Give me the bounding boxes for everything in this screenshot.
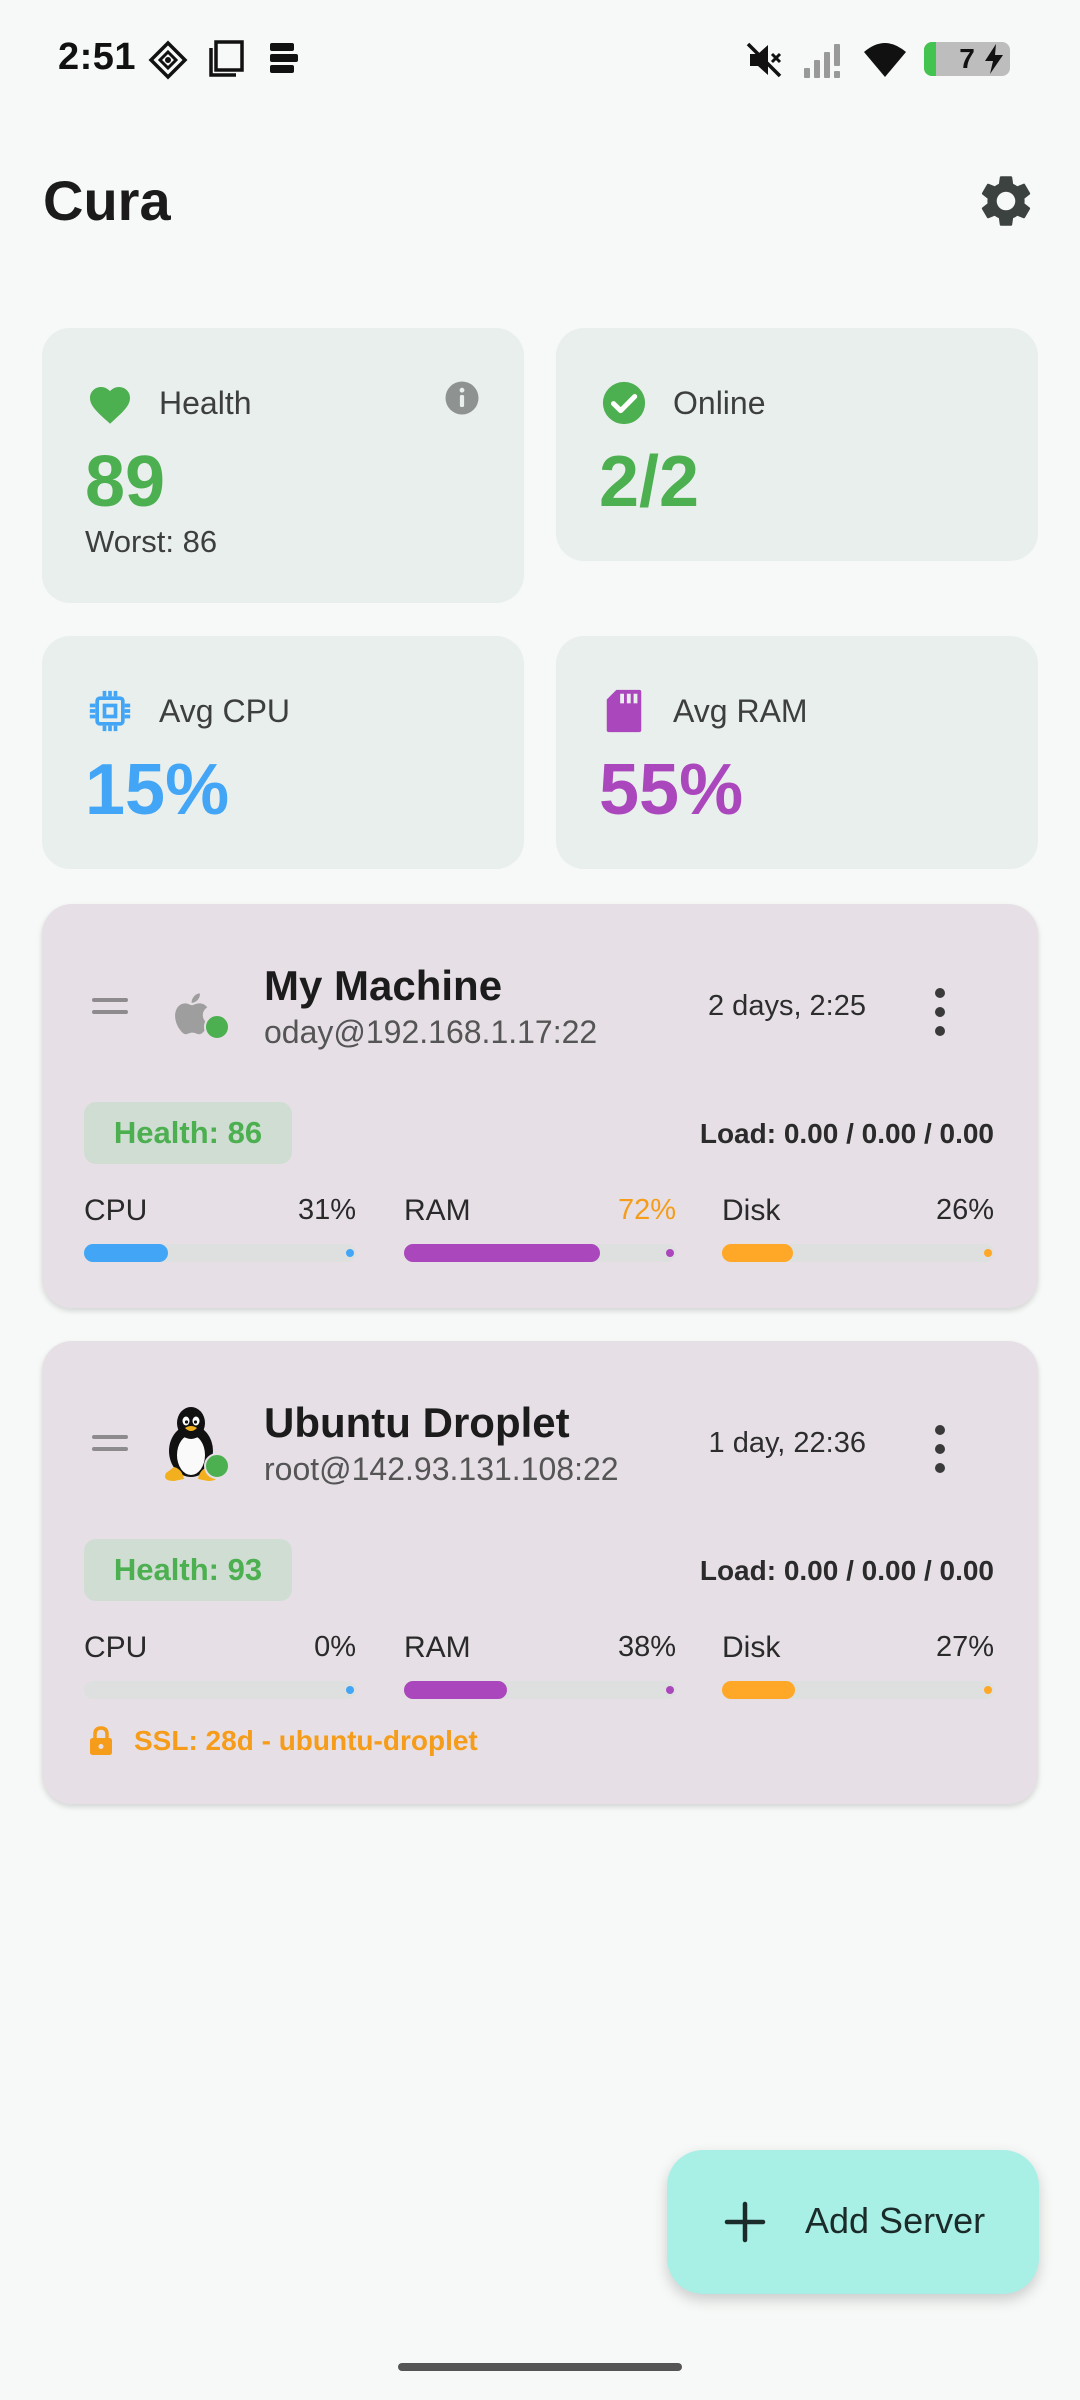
lock-icon [90,1726,112,1755]
ssl-expiry-text: SSL: 28d - ubuntu-droplet [134,1725,478,1756]
progress-fill [722,1244,793,1262]
server-name: Ubuntu Droplet [264,1399,570,1446]
server-uptime: 1 day, 22:36 [708,1427,866,1459]
online-summary-card: Online 2/2 [556,328,1038,561]
status-time: 2:51 [58,36,137,78]
avg-ram-label: Avg RAM [673,692,808,729]
avg-cpu-label: Avg CPU [159,692,291,729]
progress-end-dot [666,1686,674,1694]
apple-icon [160,980,232,1052]
info-icon[interactable] [444,380,480,416]
status-bar: 2:51 7 [0,0,1080,120]
progress-end-dot [984,1249,992,1257]
charging-icon [985,44,1003,74]
avg-ram-value: 55% [599,750,744,830]
add-server-label: Add Server [805,2200,986,2241]
disk-progress-bar [722,1244,994,1262]
server-card-my-machine[interactable]: My Machine oday@192.168.1.17:22 2 days, … [42,904,1038,1308]
server-uptime: 2 days, 2:25 [708,990,866,1022]
battery-level: 7 [959,43,975,74]
metric-value: 72% [617,1194,676,1226]
ssl-status-row: SSL: 28d - ubuntu-droplet [88,1725,478,1757]
server-card-ubuntu-droplet[interactable]: Ubuntu Droplet root@142.93.131.108:22 1 … [42,1341,1038,1804]
memory-card-icon [599,686,649,736]
progress-fill [722,1681,795,1699]
mute-icon [746,42,782,78]
progress-end-dot [984,1686,992,1694]
metric-label: CPU [84,1631,148,1664]
progress-fill [404,1681,507,1699]
square-icon [209,40,244,77]
metric-value: 27% [935,1631,994,1663]
metric-label: Disk [722,1194,781,1227]
metric-label: Disk [722,1631,781,1664]
progress-end-dot [666,1249,674,1257]
wifi-icon [864,43,906,77]
online-summary-header: Online [599,378,766,428]
avg-ram-card: Avg RAM 55% [556,636,1038,869]
drag-handle-icon[interactable] [92,1435,128,1455]
metric-label: CPU [84,1194,148,1227]
progress-fill [84,1244,168,1262]
cpu-progress-bar [84,1681,356,1699]
online-summary-value: 2/2 [599,442,700,522]
server-address: root@142.93.131.108:22 [264,1451,619,1487]
plus-icon [724,2201,766,2243]
check-circle-icon [599,378,649,428]
stack-icon [270,43,298,73]
avg-cpu-card: Avg CPU 15% [42,636,524,869]
metric-value: 38% [617,1631,676,1663]
location-diamond-icon [148,40,188,80]
metric-value: 0% [314,1631,356,1663]
health-badge: Health: 93 [84,1539,292,1601]
disk-progress-bar [722,1681,994,1699]
health-summary-value: 89 [85,442,166,522]
metric-value: 31% [297,1194,356,1226]
server-address: oday@192.168.1.17:22 [264,1014,598,1050]
load-average: Load: 0.00 / 0.00 / 0.00 [699,1555,994,1586]
more-options-icon[interactable] [930,988,950,1036]
more-options-icon[interactable] [930,1425,950,1473]
app-title: Cura [43,169,171,232]
progress-fill [404,1244,600,1262]
avg-cpu-value: 15% [85,750,230,830]
add-server-button[interactable]: Add Server [667,2150,1039,2294]
health-badge: Health: 86 [84,1102,292,1164]
online-summary-label: Online [673,384,766,421]
avg-cpu-header: Avg CPU [85,686,290,736]
heart-icon [85,378,135,428]
health-summary-card: Health 89 Worst: 86 [42,328,524,603]
avg-ram-header: Avg RAM [599,686,808,736]
cpu-progress-bar [84,1244,356,1262]
progress-end-dot [346,1249,354,1257]
progress-end-dot [346,1686,354,1694]
cpu-chip-icon [85,686,135,736]
ram-progress-bar [404,1681,676,1699]
signal-icon [804,44,840,78]
metric-value: 26% [935,1194,994,1226]
home-indicator[interactable] [398,2363,682,2371]
gear-icon[interactable] [975,170,1037,232]
metric-label: RAM [404,1194,471,1227]
server-name: My Machine [264,962,503,1009]
health-summary-label: Health [159,384,252,421]
online-status-dot [204,1014,230,1040]
online-status-dot [204,1453,230,1479]
worst-health-text: Worst: 86 [85,524,218,559]
metric-label: RAM [404,1631,471,1664]
health-summary-header: Health [85,378,252,428]
load-average: Load: 0.00 / 0.00 / 0.00 [699,1118,994,1149]
ram-progress-bar [404,1244,676,1262]
drag-handle-icon[interactable] [92,998,128,1018]
linux-penguin-icon [160,1403,232,1481]
